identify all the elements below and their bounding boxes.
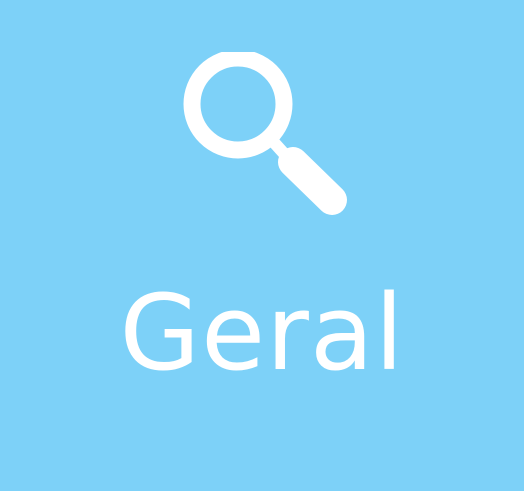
- tile-label: Geral: [119, 272, 405, 394]
- search-icon: [183, 52, 347, 215]
